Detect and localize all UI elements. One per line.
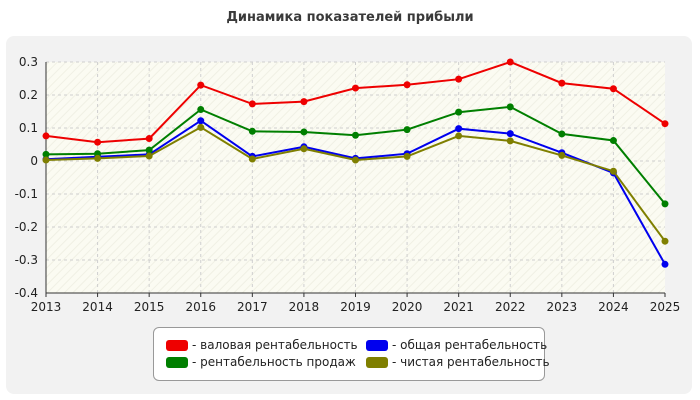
data-point bbox=[609, 167, 617, 175]
data-point bbox=[197, 123, 205, 131]
y-tick-label: 0.2 bbox=[19, 88, 38, 102]
data-point bbox=[248, 155, 256, 163]
data-point bbox=[300, 98, 308, 106]
data-point bbox=[609, 137, 617, 145]
x-tick-label: 2015 bbox=[134, 300, 165, 314]
y-tick-label: 0 bbox=[30, 154, 38, 168]
x-tick-label: 2022 bbox=[495, 300, 526, 314]
data-point bbox=[94, 138, 102, 146]
y-tick-label: -0.1 bbox=[15, 187, 38, 201]
data-point bbox=[661, 237, 669, 245]
data-point bbox=[403, 152, 411, 160]
legend-item-sales: - рентабельность продаж bbox=[166, 354, 356, 370]
legend-label-gross: - валовая рентабельность bbox=[192, 338, 358, 352]
data-point bbox=[300, 145, 308, 153]
data-point bbox=[661, 120, 669, 128]
data-point bbox=[197, 81, 205, 89]
data-point bbox=[403, 81, 411, 89]
data-point bbox=[455, 75, 463, 83]
data-point bbox=[506, 137, 514, 145]
legend-swatch-gross bbox=[166, 339, 188, 351]
data-point bbox=[558, 130, 566, 138]
x-tick-label: 2019 bbox=[340, 300, 371, 314]
data-point bbox=[248, 100, 256, 108]
data-point bbox=[455, 132, 463, 140]
x-tick-label: 2013 bbox=[31, 300, 62, 314]
x-tick-label: 2018 bbox=[289, 300, 320, 314]
legend-item-total: - общая рентабельность bbox=[366, 337, 547, 353]
data-point bbox=[145, 152, 153, 160]
data-point bbox=[506, 58, 514, 66]
legend-swatch-net bbox=[366, 356, 388, 368]
data-point bbox=[558, 79, 566, 87]
data-point bbox=[300, 128, 308, 136]
y-tick-label: -0.4 bbox=[15, 286, 38, 300]
data-point bbox=[506, 130, 514, 138]
y-tick-label: -0.2 bbox=[15, 220, 38, 234]
data-point bbox=[558, 151, 566, 159]
x-tick-label: 2020 bbox=[392, 300, 423, 314]
y-tick-label: 0.3 bbox=[19, 55, 38, 69]
data-point bbox=[661, 200, 669, 208]
data-point bbox=[661, 260, 669, 268]
legend: - валовая рентабельность - общая рентабе… bbox=[153, 327, 550, 381]
data-point bbox=[455, 108, 463, 116]
data-point bbox=[506, 103, 514, 111]
x-tick-label: 2016 bbox=[185, 300, 216, 314]
data-point bbox=[197, 117, 205, 125]
data-point bbox=[455, 125, 463, 133]
x-tick-label: 2025 bbox=[650, 300, 681, 314]
chart-title: Динамика показателей прибыли bbox=[226, 10, 474, 25]
data-point bbox=[609, 85, 617, 93]
data-point bbox=[248, 127, 256, 135]
data-point bbox=[352, 131, 359, 139]
y-tick-label: -0.3 bbox=[15, 253, 38, 267]
data-point bbox=[352, 84, 359, 92]
legend-label-total: - общая рентабельность bbox=[392, 338, 548, 352]
x-tick-label: 2017 bbox=[237, 300, 268, 314]
x-tick-label: 2024 bbox=[598, 300, 629, 314]
x-tick-label: 2023 bbox=[547, 300, 578, 314]
legend-item-net: - чистая рентабельность bbox=[366, 354, 550, 370]
data-point bbox=[403, 126, 411, 134]
legend-swatch-total bbox=[366, 339, 388, 351]
x-tick-label: 2021 bbox=[443, 300, 474, 314]
x-tick-label: 2014 bbox=[82, 300, 113, 314]
legend-label-sales: - рентабельность продаж bbox=[192, 355, 356, 369]
data-point bbox=[145, 146, 153, 154]
data-point bbox=[42, 150, 50, 158]
data-point bbox=[42, 132, 50, 140]
data-point bbox=[145, 135, 153, 143]
legend-label-net: - чистая рентабельность bbox=[392, 355, 550, 369]
y-tick-label: 0.1 bbox=[19, 121, 38, 135]
data-point bbox=[94, 154, 102, 162]
data-point bbox=[42, 156, 50, 164]
data-point bbox=[197, 106, 205, 114]
data-point bbox=[352, 156, 359, 164]
legend-swatch-sales bbox=[166, 356, 188, 368]
legend-item-gross: - валовая рентабельность bbox=[166, 337, 358, 353]
